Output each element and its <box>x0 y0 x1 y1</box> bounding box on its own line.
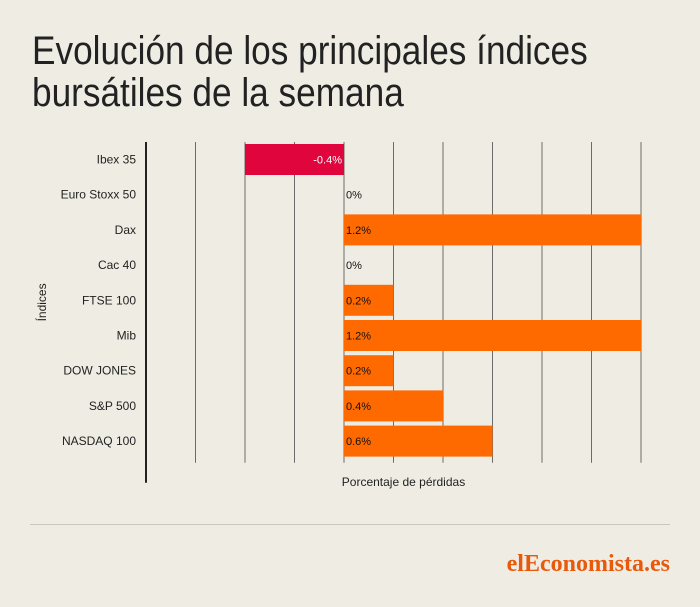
category-label: Dax <box>115 223 136 237</box>
bars <box>245 144 641 457</box>
category-label: FTSE 100 <box>82 293 136 307</box>
y-axis-label: Índices <box>34 283 49 321</box>
brand-part-eco: Eco <box>523 551 563 577</box>
data-label: 0.4% <box>346 401 371 413</box>
bar <box>344 214 641 246</box>
bar <box>344 425 493 457</box>
category-labels: Ibex 35 Euro Stoxx 50 Dax Cac 40 FTSE 100 Mib… <box>61 153 137 449</box>
data-labels: -0.4% 0% 1.2% 0% 0.2% 1.2% 0.2% 0.4% 0.6% <box>313 155 371 449</box>
category-label: Mib <box>117 329 137 343</box>
data-label: 0.6% <box>346 436 371 448</box>
bar <box>344 284 394 316</box>
category-label: Ibex 35 <box>97 153 137 167</box>
data-label: -0.4% <box>313 155 342 167</box>
bar-chart: Ibex 35 Euro Stoxx 50 Dax Cac 40 FTSE 100 Mib… <box>34 142 642 489</box>
data-label: 1.2% <box>346 225 371 237</box>
data-label: 0.2% <box>346 366 371 378</box>
category-label: Cac 40 <box>98 258 136 272</box>
category-label: DOW JONES <box>63 364 136 378</box>
category-label: Euro Stoxx 50 <box>61 188 137 202</box>
brand-logo[interactable]: elEconomista.es <box>507 551 670 578</box>
bar <box>344 390 443 422</box>
brand-part-rest: nomista.es <box>562 551 670 577</box>
bar <box>344 320 641 351</box>
chart-title: Evolución de los principales índices bur… <box>32 30 595 114</box>
footer-divider <box>30 524 670 525</box>
category-label: S&P 500 <box>89 399 136 413</box>
x-axis-label: Porcentaje de pérdidas <box>342 475 465 489</box>
data-label: 0.2% <box>346 295 371 307</box>
bar <box>344 355 394 387</box>
chart-title-line-2: bursátiles de la semana <box>32 71 404 115</box>
category-label: NASDAQ 100 <box>62 434 136 448</box>
data-label: 0% <box>346 190 362 202</box>
bar <box>245 144 344 175</box>
data-label: 0% <box>346 260 362 272</box>
chart-title-line-1: Evolución de los principales índices <box>32 29 588 73</box>
data-label: 1.2% <box>346 331 371 343</box>
brand-part-el: el <box>506 551 524 577</box>
